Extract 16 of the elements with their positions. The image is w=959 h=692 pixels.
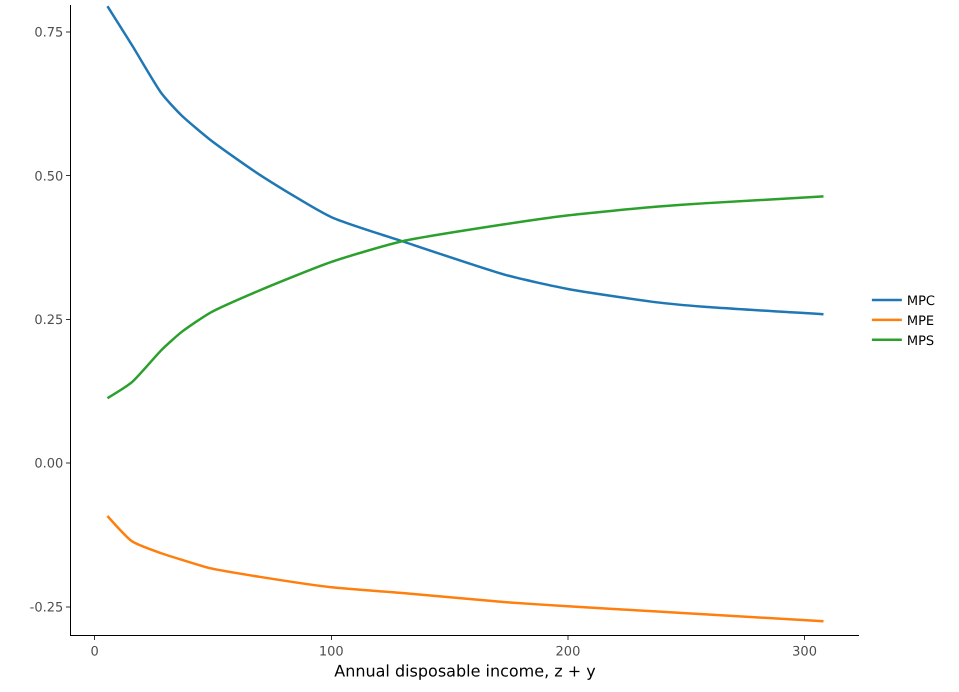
legend-label: MPE — [906, 314, 934, 329]
x-tick-label: 0 — [90, 644, 99, 660]
y-tick-label: 0.25 — [34, 312, 64, 328]
y-tick-label: 0.50 — [34, 169, 64, 184]
y-tick-label: -0.25 — [30, 600, 64, 616]
y-tick-label: 0.75 — [34, 26, 64, 41]
x-tick-label: 100 — [318, 644, 344, 660]
legend-label: MPC — [906, 294, 936, 310]
legend-label: MPS — [906, 334, 934, 349]
line-series — [106, 5, 825, 316]
x-axis-title: Annual disposable income, z + y — [334, 661, 596, 680]
y-tick-label: 0.00 — [34, 456, 64, 472]
line-series — [106, 514, 825, 622]
line-series — [106, 195, 825, 400]
x-tick-label: 300 — [792, 644, 817, 660]
x-tick-label: 200 — [556, 644, 580, 660]
